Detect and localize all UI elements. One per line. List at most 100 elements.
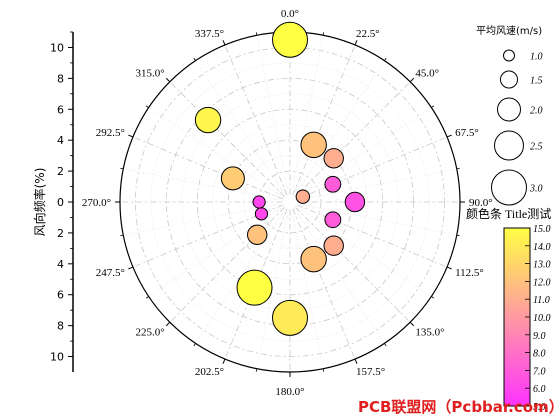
angle-tick-label: 202.5°	[195, 366, 224, 378]
data-point	[272, 21, 308, 58]
colorbar: 颜色条 Title测试 15.0 14.0 13.0 12.0 11.0 10.0 9.0 8.…	[466, 206, 551, 413]
data-point	[323, 148, 344, 169]
angle-tick	[165, 321, 171, 327]
grid-spoke-minor	[148, 206, 284, 297]
grid-spoke-minor	[294, 208, 385, 344]
grid-spoke-minor	[123, 203, 283, 236]
grid-spoke-minor	[296, 206, 432, 297]
angle-tick-label: 90.0°	[469, 197, 493, 209]
radial-tick-label: 10	[50, 41, 64, 54]
data-point	[272, 299, 308, 336]
colorbar-tick-label: 15.0	[533, 224, 551, 235]
radial-tick-label: 0	[57, 196, 64, 209]
angle-minor-tick	[322, 32, 325, 36]
radial-tick-label: 6	[57, 103, 64, 116]
angle-tick-label: 270.0°	[82, 197, 111, 209]
angle-minor-tick	[456, 167, 460, 170]
grid-spoke	[169, 207, 285, 323]
angle-tick-label: 292.5°	[96, 127, 125, 139]
watermark: PCB联盟网（Pcbbar.com）	[358, 398, 560, 416]
data-point	[344, 191, 366, 213]
angle-minor-tick	[384, 343, 387, 347]
angle-tick-label: 157.5°	[356, 366, 385, 378]
angle-tick-label: 67.5°	[455, 127, 479, 139]
radial-tick-label: 4	[57, 258, 64, 271]
size-legend-label: 2.0	[530, 106, 543, 117]
angle-tick-label: 22.5°	[356, 28, 380, 40]
grid-ring-minor	[212, 124, 368, 280]
angle-minor-tick	[431, 105, 435, 108]
radial-axis-label: 风向频率(%)	[32, 168, 47, 237]
grid-spoke	[132, 136, 284, 200]
radial-tick-label: 8	[57, 320, 64, 333]
radial-tick-label: 8	[57, 72, 64, 85]
angle-tick	[409, 77, 415, 83]
colorbar-tick-label: 12.0	[533, 277, 551, 288]
angle-minor-tick	[193, 57, 196, 61]
grid-spoke	[292, 44, 356, 196]
angle-tick	[446, 134, 452, 138]
angle-minor-tick	[145, 296, 149, 299]
data-point	[254, 207, 269, 221]
size-legend-label: 2.5	[530, 142, 543, 153]
grid-spoke	[224, 208, 288, 360]
grid-spoke-minor	[296, 107, 432, 198]
size-legend-title: 平均风速(m/s)	[476, 25, 542, 37]
colorbar-tick-label: 5.0	[533, 402, 546, 413]
colorbar-tick-label: 11.0	[533, 295, 550, 306]
radial-tick-label: 10	[50, 351, 64, 364]
grid-spoke-minor	[294, 60, 385, 196]
radial-tick-label: 2	[57, 165, 64, 178]
grid-ring	[258, 170, 322, 234]
grid-spoke-minor	[256, 209, 289, 369]
colorbar-bar	[503, 227, 531, 407]
colorbar-tick-label: 7.0	[533, 366, 546, 377]
grid-spoke	[296, 136, 448, 200]
angle-tick-label: 315.0°	[135, 68, 164, 80]
grid-spoke-minor	[195, 60, 286, 196]
angle-minor-tick	[322, 368, 325, 372]
grid-spoke	[132, 204, 284, 268]
angle-tick-label: 337.5°	[195, 28, 224, 40]
angle-minor-tick	[255, 32, 258, 36]
grid-spoke-minor	[297, 168, 457, 201]
radial-tick-label: 2	[57, 227, 64, 240]
radial-tick-label: 6	[57, 289, 64, 302]
grid-spoke	[169, 81, 285, 197]
angle-minor-tick	[120, 234, 124, 237]
size-legend-label: 1.5	[530, 76, 543, 87]
colorbar-tick-label: 14.0	[533, 242, 551, 253]
radial-tick-label: 4	[57, 134, 64, 147]
colorbar-tick-label: 6.0	[533, 384, 546, 395]
data-point	[324, 211, 342, 229]
angle-tick	[354, 358, 358, 364]
angle-tick-label: 45.0°	[415, 68, 439, 80]
angle-tick	[165, 77, 171, 83]
colorbar-tick-label: 13.0	[533, 260, 551, 271]
angle-tick-label: 180.0°	[275, 386, 304, 398]
angle-tick	[446, 266, 452, 270]
data-point	[295, 189, 311, 204]
radial-axis: 10 8 6 4 2 0 2 4 6 8 10 风向频率(%)	[32, 31, 74, 372]
data-points	[194, 21, 366, 336]
angle-tick	[409, 321, 415, 327]
grid-ring	[135, 47, 445, 357]
angle-tick-label: 135.0°	[415, 326, 444, 338]
size-legend: 平均风速(m/s) 1.0 1.5 2.0 2.5 3.0	[476, 25, 543, 206]
grid-spoke-minor	[291, 35, 324, 195]
angle-minor-tick	[384, 57, 387, 61]
grid-spoke-minor	[291, 209, 324, 369]
grid-spoke-minor	[256, 35, 289, 195]
size-legend-label: 3.0	[529, 184, 543, 195]
angle-minor-tick	[193, 343, 196, 347]
size-legend-bubble	[497, 97, 521, 122]
angle-tick	[354, 40, 358, 46]
size-legend-bubble	[494, 130, 524, 161]
angle-tick	[222, 358, 226, 364]
data-point	[300, 131, 327, 159]
size-legend-bubble	[491, 169, 527, 206]
data-point	[324, 175, 342, 193]
data-point	[300, 245, 327, 273]
